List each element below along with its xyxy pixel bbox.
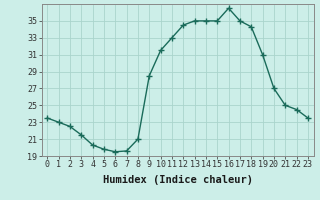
X-axis label: Humidex (Indice chaleur): Humidex (Indice chaleur) (103, 175, 252, 185)
